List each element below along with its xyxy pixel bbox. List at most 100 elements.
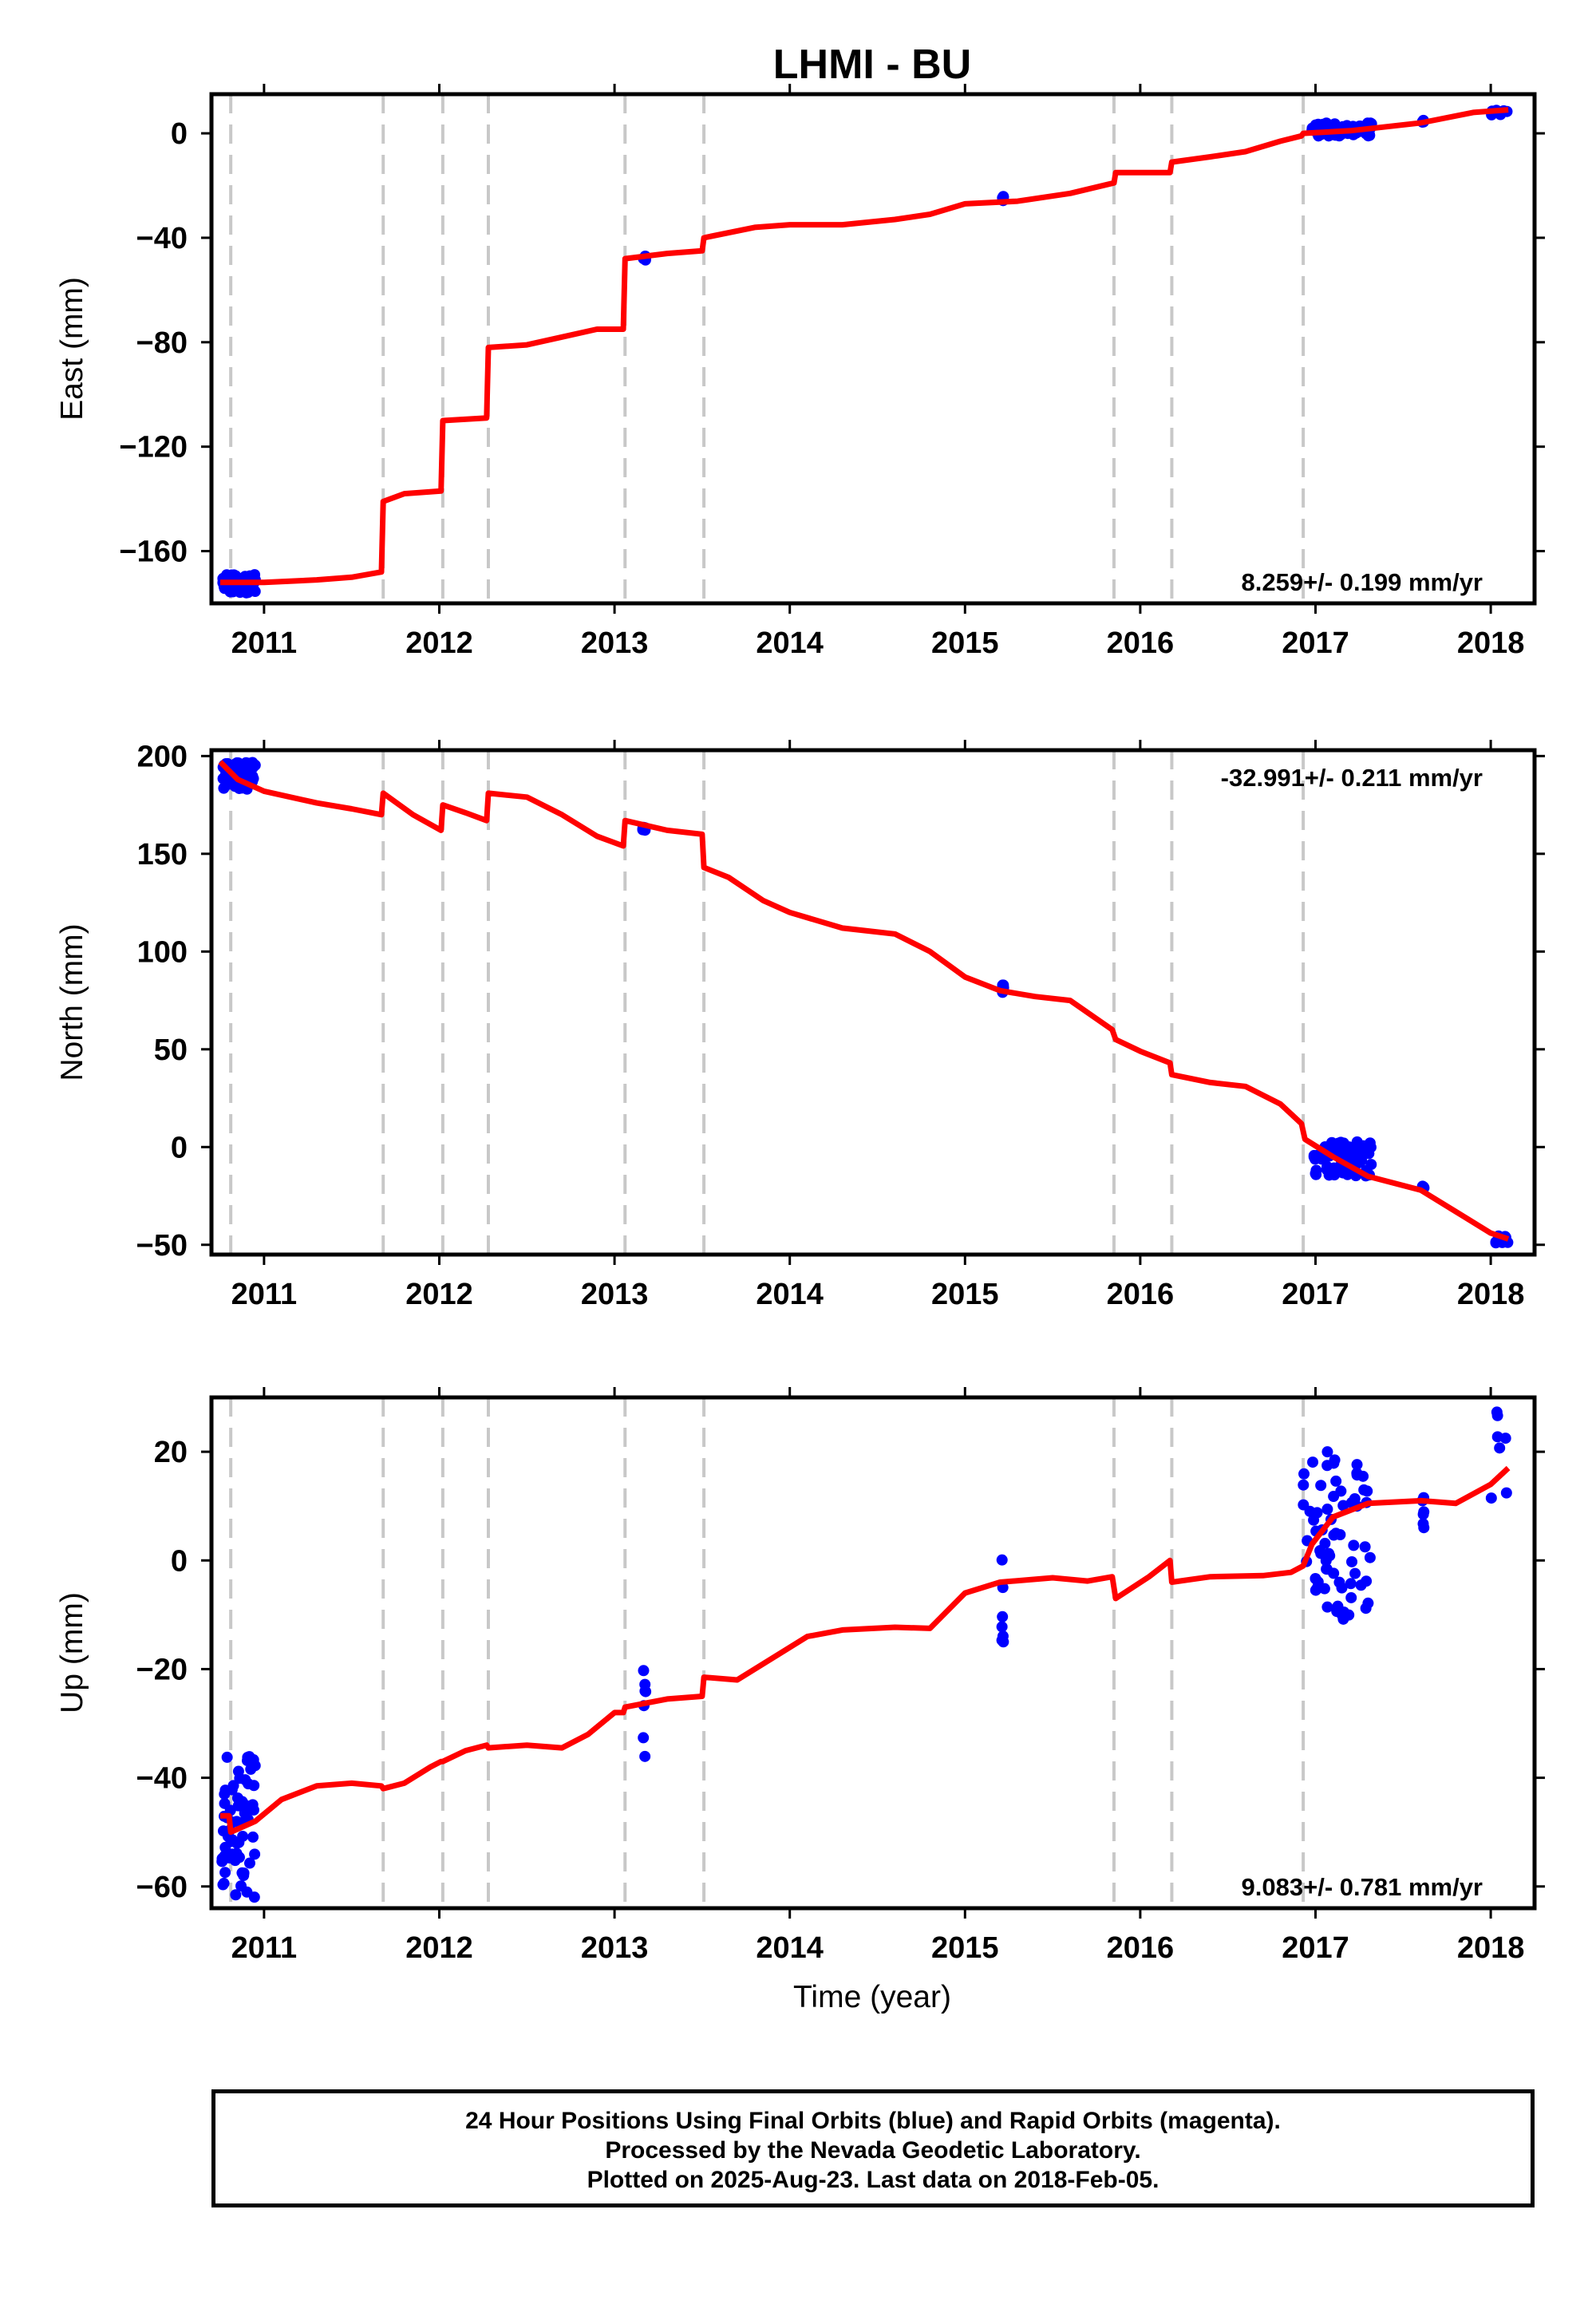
- y-axis-label: Up (mm): [55, 1592, 89, 1713]
- x-tick-label: 2018: [1457, 1931, 1525, 1965]
- y-tick-label: −160: [119, 536, 188, 569]
- observation-point: [1345, 1591, 1357, 1603]
- observation-point: [248, 1891, 260, 1903]
- x-tick-label: 2018: [1457, 626, 1525, 660]
- observation-point: [1418, 1506, 1430, 1518]
- observation-point: [1337, 1500, 1349, 1512]
- observation-point: [248, 1780, 260, 1792]
- y-tick-label: 0: [171, 117, 188, 151]
- east-panel: 2011 2012 2013 2014 2015 2016 2017 2018 0 −40 −80 −…: [55, 84, 1545, 660]
- observation-point: [996, 1621, 1008, 1633]
- x-tick-label: 2012: [405, 626, 473, 660]
- observation-point: [1321, 1563, 1333, 1575]
- x-tick-label: 2015: [931, 626, 999, 660]
- footer-line-1: 24 Hour Positions Using Final Orbits (bl…: [465, 2108, 1281, 2134]
- x-tick-label: 2016: [1107, 626, 1175, 660]
- observation-point: [1314, 1545, 1326, 1557]
- observation-point: [1345, 1578, 1357, 1590]
- x-tick-label: 2015: [931, 1931, 999, 1965]
- y-tick-label: 100: [137, 935, 188, 969]
- y-tick-label: −60: [136, 1871, 188, 1904]
- model-fit-line: [220, 107, 1509, 586]
- footer-line-2: Processed by the Nevada Geodetic Laborat…: [605, 2137, 1141, 2164]
- x-tick-label: 2011: [231, 1278, 297, 1311]
- observation-point: [1490, 1236, 1502, 1248]
- observation-point: [1298, 1479, 1310, 1491]
- observation-point: [247, 770, 259, 782]
- observation-point: [1348, 1539, 1360, 1551]
- x-tick-label: 2015: [931, 1278, 999, 1311]
- x-tick-label: 2016: [1107, 1931, 1175, 1965]
- observation-point: [1321, 1601, 1333, 1613]
- observation-point: [219, 1867, 231, 1879]
- y-tick-label: −40: [136, 222, 188, 255]
- observation-point: [639, 1750, 651, 1762]
- observation-point: [243, 1857, 255, 1869]
- x-tick-label: 2014: [756, 1278, 824, 1311]
- observation-point: [1346, 1555, 1358, 1567]
- observation-point: [1417, 1518, 1429, 1530]
- x-tick-label: 2018: [1457, 1278, 1525, 1311]
- x-tick-label: 2011: [231, 1931, 297, 1965]
- x-tick-label: 2012: [405, 1278, 473, 1311]
- y-tick-label: 0: [171, 1131, 188, 1164]
- plot-frame: [209, 92, 1537, 606]
- observation-point: [223, 1849, 235, 1861]
- y-tick-label: 150: [137, 838, 188, 871]
- observation-point: [1329, 1140, 1341, 1152]
- observation-point: [1321, 117, 1333, 129]
- observation-point: [1336, 1582, 1348, 1594]
- observation-point: [1307, 1456, 1319, 1468]
- observation-point: [1298, 1499, 1310, 1511]
- observation-point: [237, 1830, 249, 1842]
- observation-point: [998, 1636, 1009, 1648]
- observation-point: [1349, 1492, 1361, 1504]
- observation-point: [219, 1784, 231, 1796]
- y-tick-label: −20: [136, 1653, 188, 1686]
- plot-frame: [209, 1395, 1537, 1911]
- observation-point: [1310, 1168, 1321, 1180]
- model-fit-line: [220, 1465, 1511, 1836]
- observation-point: [1355, 1141, 1367, 1153]
- observation-point: [243, 1753, 255, 1765]
- x-tick-label: 2014: [756, 1931, 824, 1965]
- chart-title: LHMI - BU: [773, 41, 971, 88]
- observation-point: [1311, 120, 1323, 132]
- y-tick-label: −80: [136, 326, 188, 360]
- observation-point: [1354, 1156, 1366, 1168]
- observation-point: [1341, 1167, 1353, 1179]
- observation-point: [1343, 1609, 1355, 1621]
- observation-point: [217, 1879, 229, 1891]
- plot-frame: [209, 748, 1537, 1257]
- observation-point: [638, 1665, 650, 1677]
- observation-point: [1331, 1606, 1343, 1618]
- observation-point: [249, 1848, 261, 1860]
- y-axis-label: North (mm): [55, 923, 89, 1081]
- observation-point: [1343, 1141, 1355, 1153]
- observation-point: [1491, 1409, 1503, 1421]
- observation-point: [1355, 1579, 1367, 1591]
- observation-point: [230, 1889, 242, 1901]
- observation-point: [1315, 1480, 1327, 1492]
- x-tick-label: 2013: [581, 1278, 649, 1311]
- observation-point: [230, 758, 242, 770]
- footer-line-3: Plotted on 2025-Aug-23. Last data on 201…: [587, 2167, 1159, 2193]
- observation-point: [239, 1774, 251, 1786]
- observation-point: [1361, 1485, 1373, 1497]
- observation-point: [1324, 1550, 1336, 1562]
- observation-point: [1328, 1162, 1340, 1174]
- velocity-rate-label: -32.991+/- 0.211 mm/yr: [1221, 764, 1483, 792]
- observation-point: [1485, 1492, 1497, 1504]
- observation-point: [1349, 1567, 1361, 1579]
- y-tick-label: −40: [136, 1762, 188, 1796]
- x-tick-label: 2017: [1282, 626, 1349, 660]
- observation-point: [1330, 1475, 1342, 1487]
- observation-point: [1351, 1459, 1363, 1471]
- model-fit-line: [218, 760, 1510, 1242]
- y-tick-label: 200: [137, 740, 188, 773]
- x-tick-label: 2013: [581, 1931, 649, 1965]
- y-tick-label: −120: [119, 431, 188, 464]
- x-axis-label: Time (year): [793, 1980, 951, 2014]
- observation-point: [1321, 1504, 1333, 1516]
